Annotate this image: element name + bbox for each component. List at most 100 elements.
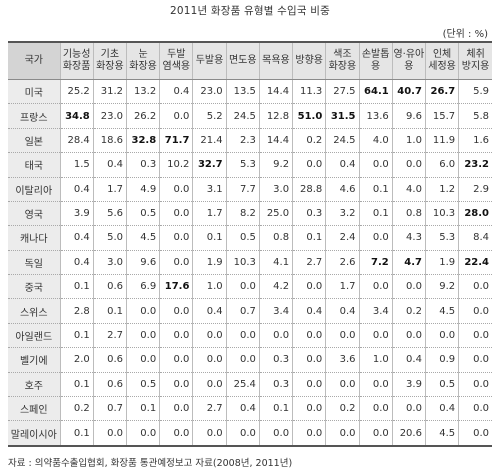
column-header-country: 국가 [8,41,61,80]
value-cell: 0.0 [159,396,193,422]
value-cell: 5.6 [92,201,127,227]
value-cell: 11.3 [292,79,326,105]
value-cell: 0.0 [92,420,127,448]
value-cell: 0.4 [59,250,94,276]
value-cell: 4.9 [125,177,160,202]
value-cell: 4.5 [424,298,459,324]
value-cell: 0.6 [92,372,127,397]
value-cell: 9.2 [258,152,293,178]
value-cell: 0.7 [92,396,127,422]
value-cell: 0.0 [458,298,492,324]
value-cell: 0.0 [125,420,160,448]
value-cell: 4.1 [258,250,293,276]
value-cell: 71.7 [159,128,193,154]
value-cell: 0.0 [292,347,326,373]
value-cell: 0.0 [225,274,260,300]
value-cell: 4.3 [391,225,426,251]
value-cell: 34.8 [59,103,94,129]
value-cell: 0.0 [159,250,193,276]
value-cell: 0.0 [159,298,193,324]
table-row: 말레이시아 0.1 0.0 0.0 0.0 0.0 0.0 0.0 0.0 0.0 0.0 20.6 4… [8,420,492,448]
country-cell: 이탈리아 [8,177,61,202]
value-cell: 0.0 [258,323,293,349]
value-cell: 0.1 [92,298,127,324]
value-cell: 21.4 [192,128,227,154]
table-title: 2011년 화장품 유형별 수입국 비중 [170,5,330,17]
value-cell: 0.1 [192,225,227,251]
value-cell: 17.6 [159,274,193,300]
value-cell: 1.9 [424,250,459,276]
value-cell: 2.7 [192,396,227,422]
value-cell: 1.7 [192,201,227,227]
value-cell: 11.9 [424,128,459,154]
value-cell: 12.8 [258,103,293,129]
value-cell: 0.4 [325,298,360,324]
value-cell: 1.7 [92,177,127,202]
value-cell: 1.0 [391,128,426,154]
value-cell: 0.0 [292,152,326,178]
value-cell: 4.2 [258,274,293,300]
value-cell: 5.3 [225,152,260,178]
value-cell: 0.5 [125,372,160,397]
value-cell: 3.4 [358,298,393,324]
value-cell: 10.3 [225,250,260,276]
value-cell: 0.0 [192,347,227,373]
value-cell: 22.4 [458,250,492,276]
value-cell: 2.7 [292,250,326,276]
value-cell: 0.4 [192,298,227,324]
table-row: 프랑스 34.8 23.0 26.2 0.0 5.2 24.5 12.8 51.0 31.5 13.… [8,103,492,129]
unit-label: (단위 : %) [442,29,488,40]
value-cell: 0.8 [258,225,293,251]
value-cell: 13.5 [225,79,260,105]
value-cell: 0.9 [424,347,459,373]
value-cell: 28.4 [59,128,94,154]
column-header: 기초 화장용 [92,41,127,80]
value-cell: 10.3 [424,201,459,227]
value-cell: 25.4 [225,372,260,397]
value-cell: 0.0 [159,201,193,227]
value-cell: 0.4 [92,152,127,178]
value-cell: 0.0 [159,103,193,129]
value-cell: 0.0 [192,323,227,349]
value-cell: 0.6 [92,347,127,373]
value-cell: 2.4 [325,225,360,251]
value-cell: 3.9 [391,372,426,397]
value-cell: 0.5 [225,225,260,251]
value-cell: 20.6 [391,420,426,448]
value-cell: 0.1 [292,225,326,251]
value-cell: 3.2 [325,201,360,227]
value-cell: 6.0 [424,152,459,178]
value-cell: 0.1 [358,201,393,227]
value-cell: 0.2 [292,128,326,154]
value-cell: 5.8 [458,103,492,129]
value-cell: 1.5 [59,152,94,178]
value-cell: 31.5 [325,103,360,129]
value-cell: 0.0 [159,420,193,448]
value-cell: 2.8 [59,298,94,324]
country-cell: 말레이시아 [8,420,61,448]
value-cell: 26.2 [125,103,160,129]
value-cell: 2.6 [325,250,360,276]
value-cell: 31.2 [92,79,127,105]
value-cell: 0.2 [391,298,426,324]
value-cell: 0.0 [325,420,360,448]
value-cell: 64.1 [358,79,393,105]
value-cell: 28.8 [292,177,326,202]
value-cell: 14.4 [258,128,293,154]
value-cell: 0.0 [391,152,426,178]
value-cell: 1.0 [358,347,393,373]
value-cell: 0.4 [225,396,260,422]
value-cell: 0.0 [358,274,393,300]
column-header: 체취 방지용 [458,41,492,80]
value-cell: 1.7 [325,274,360,300]
country-cell: 프랑스 [8,103,61,129]
value-cell: 0.0 [159,372,193,397]
column-header: 색조 화장용 [325,41,360,80]
value-cell: 0.0 [292,323,326,349]
value-cell: 28.0 [458,201,492,227]
column-header: 방향용 [292,41,326,80]
value-cell: 40.7 [391,79,426,105]
table-body: 미국 25.2 31.2 13.2 0.4 23.0 13.5 14.4 11.3 27.5 64.… [8,79,492,448]
value-cell: 14.4 [258,79,293,105]
value-cell: 0.0 [458,372,492,397]
